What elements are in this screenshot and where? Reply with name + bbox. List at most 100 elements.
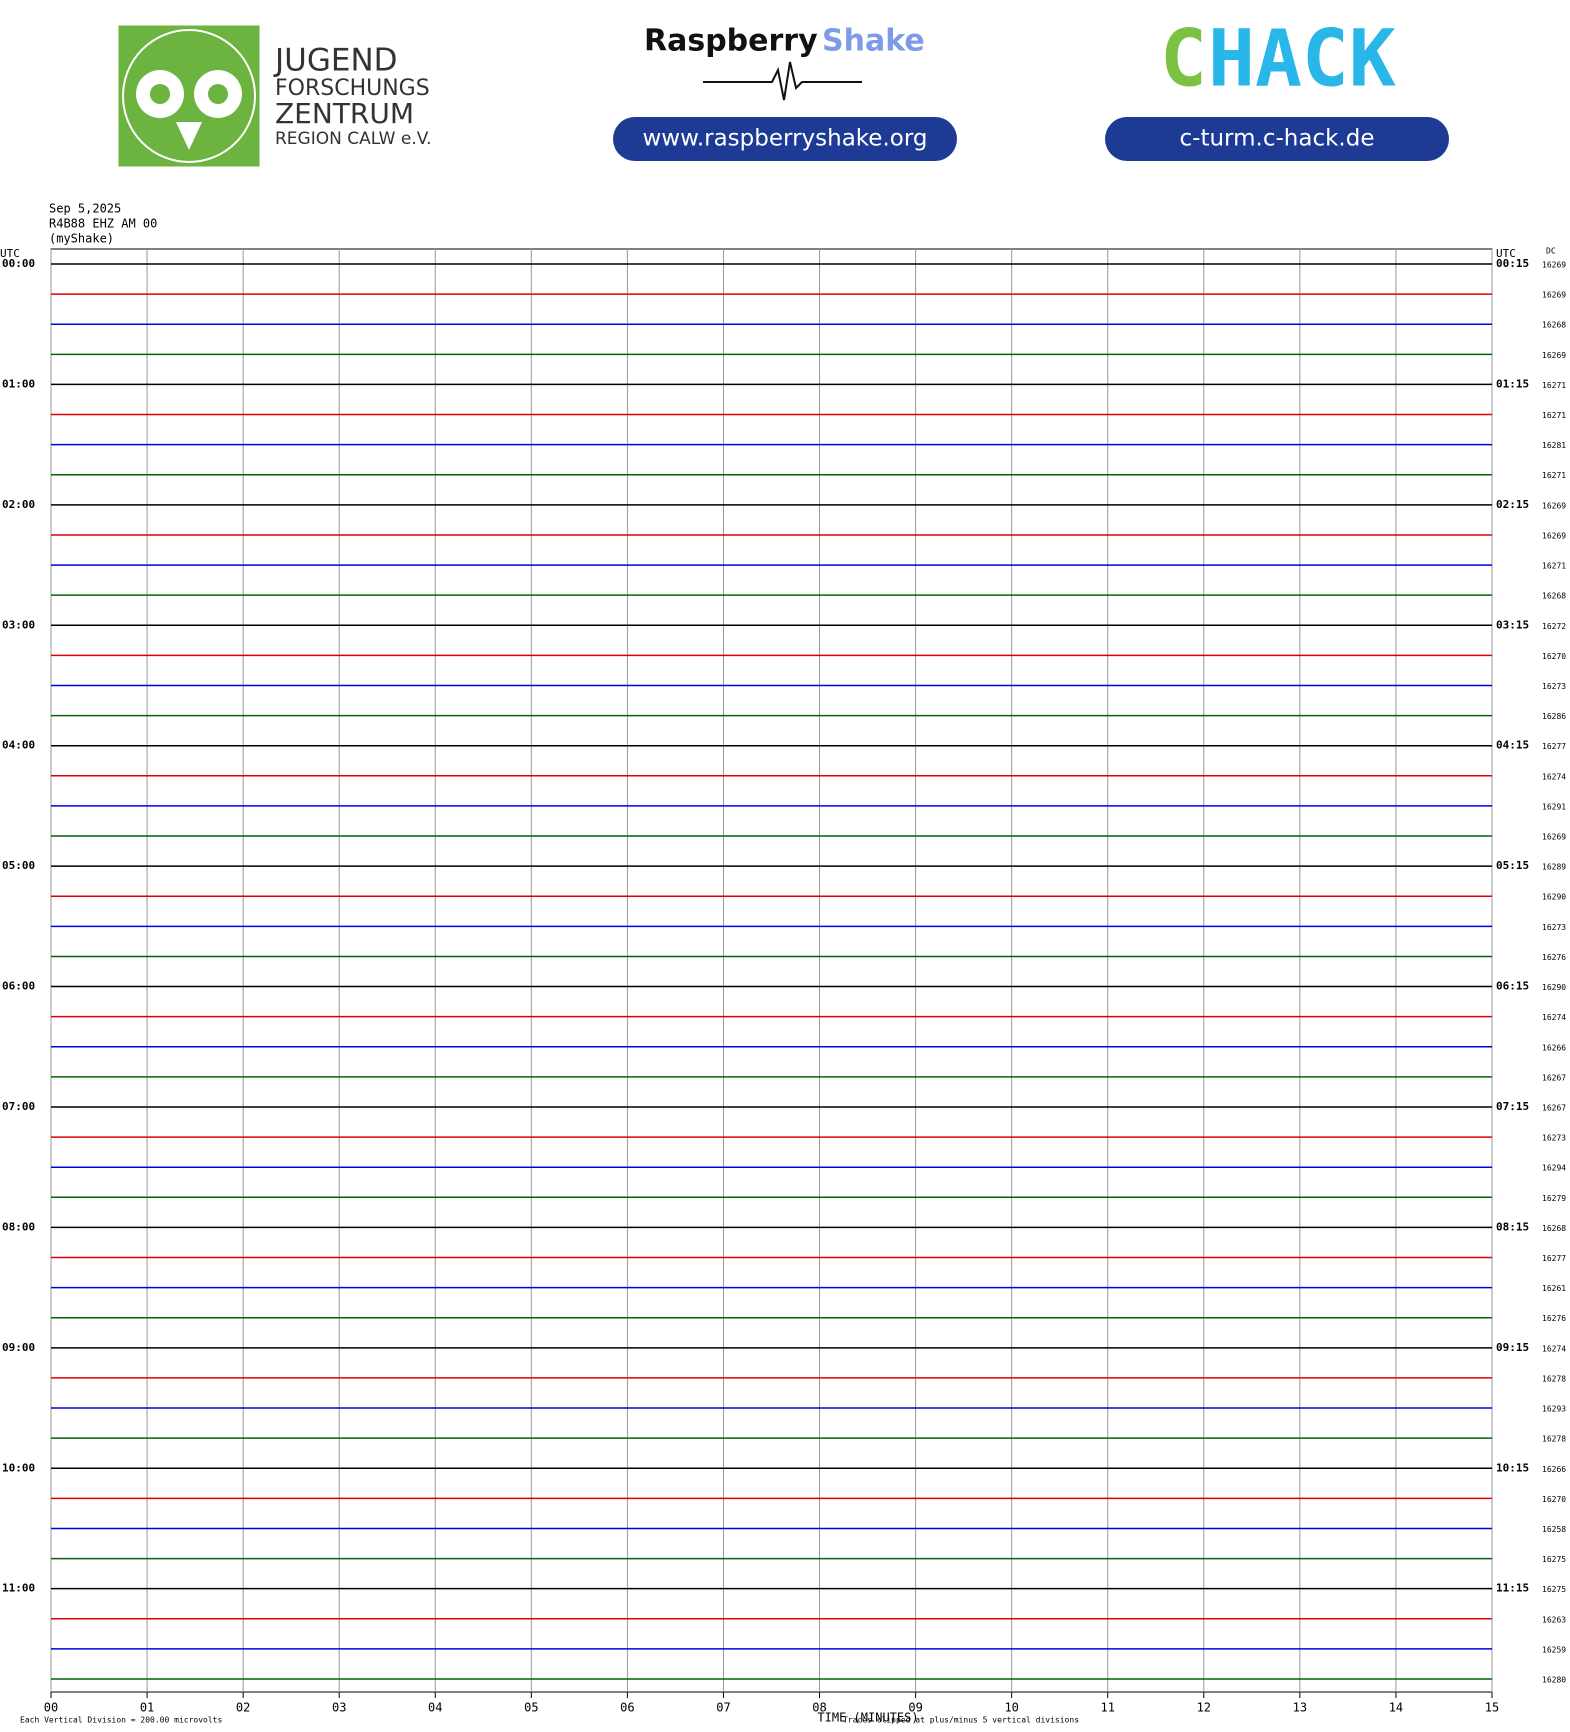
dc-value: 16274 <box>1542 1013 1566 1022</box>
owl-pupil <box>150 84 170 104</box>
org-text: ZENTRUM <box>275 97 414 130</box>
dc-value: 16273 <box>1542 682 1566 691</box>
dc-value: 16271 <box>1542 411 1566 420</box>
hour-label: 11:00 <box>2 1582 35 1595</box>
x-tick-label: 07 <box>716 1701 730 1715</box>
hour-label: 00:00 <box>2 257 35 270</box>
x-tick-label: 01 <box>140 1701 154 1715</box>
hack-text: C <box>1160 14 1207 104</box>
station: R4B88 EHZ AM 00 <box>49 217 157 231</box>
dc-value: 16272 <box>1542 622 1566 631</box>
dc-value: 16273 <box>1542 923 1566 932</box>
source: (myShake) <box>49 232 114 246</box>
hack-text: HACK <box>1208 14 1396 104</box>
brand-text: Raspberry <box>644 24 818 59</box>
hour-label: 06:00 <box>2 980 35 993</box>
x-tick-label: 11 <box>1101 1701 1115 1715</box>
dc-title: DC <box>1546 247 1556 256</box>
org-text: REGION CALW e.V. <box>275 129 432 149</box>
x-tick-label: 12 <box>1197 1701 1211 1715</box>
dc-value: 16271 <box>1542 471 1566 480</box>
dc-value: 16270 <box>1542 1495 1566 1504</box>
owl-beak <box>176 122 202 150</box>
hour-label: 08:00 <box>2 1220 35 1233</box>
org-text: FORSCHUNGS <box>275 76 430 101</box>
brand-text: Shake <box>822 24 925 59</box>
scale-note: Each Vertical Division = 200.00 microvol… <box>20 1716 222 1725</box>
x-tick-label: 05 <box>524 1701 538 1715</box>
dc-value: 16261 <box>1542 1284 1566 1293</box>
hour-label: 06:15 <box>1496 980 1529 993</box>
dc-value: 16269 <box>1542 501 1566 510</box>
dc-value: 16277 <box>1542 742 1566 751</box>
x-tick-label: 06 <box>620 1701 634 1715</box>
hour-label: 00:15 <box>1496 257 1529 270</box>
x-tick-label: 10 <box>1004 1701 1018 1715</box>
owl-pupil <box>208 84 228 104</box>
dc-value: 16277 <box>1542 1254 1566 1263</box>
x-tick-label: 04 <box>428 1701 442 1715</box>
x-tick-label: 00 <box>44 1701 58 1715</box>
dc-value: 16268 <box>1542 592 1566 601</box>
x-tick-label: 02 <box>236 1701 250 1715</box>
dc-value: 16280 <box>1542 1676 1566 1685</box>
hour-label: 02:15 <box>1496 498 1529 511</box>
hour-label: 01:00 <box>2 377 35 390</box>
dc-value: 16266 <box>1542 1043 1566 1052</box>
url-pill[interactable] <box>613 117 957 161</box>
unit-label: UTC <box>0 247 20 260</box>
hour-label: 05:00 <box>2 859 35 872</box>
dc-value: 16267 <box>1542 1103 1566 1112</box>
dc-value: 16278 <box>1542 1374 1566 1383</box>
dc-value: 16275 <box>1542 1585 1566 1594</box>
dc-value: 16269 <box>1542 351 1566 360</box>
dc-value: 16268 <box>1542 1224 1566 1233</box>
dc-value: 16293 <box>1542 1405 1566 1414</box>
x-tick-label: 14 <box>1389 1701 1403 1715</box>
date: Sep 5,2025 <box>49 202 121 216</box>
dc-value: 16269 <box>1542 833 1566 842</box>
dc-value: 16278 <box>1542 1435 1566 1444</box>
dc-value: 16269 <box>1542 531 1566 540</box>
unit-label: UTC <box>1496 247 1516 260</box>
x-tick-label: 15 <box>1485 1701 1499 1715</box>
url-pill[interactable] <box>1105 117 1449 161</box>
dc-value: 16286 <box>1542 712 1566 721</box>
dc-value: 16289 <box>1542 863 1566 872</box>
hour-label: 04:15 <box>1496 739 1529 752</box>
x-tick-label: 08 <box>812 1701 826 1715</box>
dc-value: 16267 <box>1542 1073 1566 1082</box>
dc-value: 16273 <box>1542 1134 1566 1143</box>
x-tick-label: 03 <box>332 1701 346 1715</box>
hour-label: 03:15 <box>1496 618 1529 631</box>
hour-label: 07:15 <box>1496 1100 1529 1113</box>
x-tick-label: 09 <box>908 1701 922 1715</box>
x-axis-label: TIME (MINUTES) <box>817 1711 918 1725</box>
dc-value: 16275 <box>1542 1555 1566 1564</box>
hour-label: 01:15 <box>1496 377 1529 390</box>
hour-label: 11:15 <box>1496 1582 1529 1595</box>
hour-label: 05:15 <box>1496 859 1529 872</box>
dc-value: 16290 <box>1542 983 1566 992</box>
plot-frame <box>50 248 1493 1693</box>
url-text[interactable]: c-turm.c-hack.de <box>1180 126 1375 152</box>
hour-label: 08:15 <box>1496 1220 1529 1233</box>
dc-value: 16279 <box>1542 1194 1566 1203</box>
hour-label: 07:00 <box>2 1100 35 1113</box>
org-logo: JUGEND FORSCHUNGS ZENTRUM REGION CALW e.… <box>118 25 432 167</box>
owl-ring <box>122 29 256 163</box>
dc-value: 16276 <box>1542 1314 1566 1323</box>
url-text[interactable]: www.raspberryshake.org <box>643 126 928 152</box>
dc-value: 16291 <box>1542 802 1566 811</box>
dc-value: 16270 <box>1542 652 1566 661</box>
dc-value: 16269 <box>1542 261 1566 270</box>
dc-value: 16271 <box>1542 381 1566 390</box>
clip-note: Traces clipped at plus/minus 5 vertical … <box>843 1716 1079 1725</box>
hour-label: 09:15 <box>1496 1341 1529 1354</box>
dc-value: 16269 <box>1542 291 1566 300</box>
hour-label: 02:00 <box>2 498 35 511</box>
hour-label: 04:00 <box>2 739 35 752</box>
dc-value: 16271 <box>1542 562 1566 571</box>
dc-value: 16281 <box>1542 441 1566 450</box>
